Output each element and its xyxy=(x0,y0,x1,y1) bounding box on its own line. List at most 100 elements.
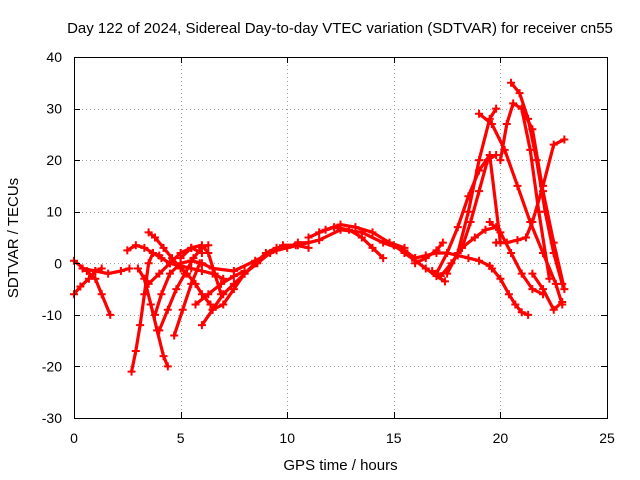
data-point xyxy=(104,269,113,278)
data-point xyxy=(219,300,228,309)
data-point xyxy=(330,223,339,232)
data-series-arc-l xyxy=(170,259,204,340)
y-tick-label: -10 xyxy=(42,307,62,323)
y-tick-label: 40 xyxy=(46,49,62,65)
data-point xyxy=(453,248,462,257)
data-point xyxy=(517,104,526,113)
data-point xyxy=(84,274,93,283)
data-point xyxy=(560,135,569,144)
y-tick-label: 10 xyxy=(46,204,62,220)
data-point xyxy=(507,78,516,87)
series-line xyxy=(530,272,564,312)
plot-frame xyxy=(74,57,608,419)
data-point xyxy=(496,274,505,283)
data-point xyxy=(116,267,125,276)
data-point xyxy=(197,321,206,330)
data-point xyxy=(428,267,437,276)
data-series-arc-w xyxy=(411,238,447,268)
data-point xyxy=(261,248,270,257)
data-point xyxy=(197,267,206,276)
data-point xyxy=(293,238,302,247)
data-point xyxy=(229,285,238,294)
data-point xyxy=(485,218,494,227)
data-point xyxy=(283,243,292,252)
data-point xyxy=(502,120,511,129)
data-point xyxy=(504,290,513,299)
data-series-arc-z xyxy=(443,104,501,278)
data-point xyxy=(521,233,530,242)
data-point xyxy=(315,228,324,237)
data-point xyxy=(165,259,174,268)
data-point xyxy=(436,272,445,281)
data-point xyxy=(558,297,567,306)
data-point xyxy=(528,285,537,294)
data-point xyxy=(148,248,157,257)
data-point xyxy=(458,243,467,252)
data-point xyxy=(140,243,149,252)
data-series-arc-p xyxy=(208,225,420,276)
data-point xyxy=(144,279,153,288)
data-point xyxy=(539,285,548,294)
data-point xyxy=(197,241,206,250)
data-point xyxy=(466,218,475,227)
data-point xyxy=(151,233,160,242)
data-point xyxy=(475,109,484,118)
data-point xyxy=(176,254,185,263)
data-point xyxy=(492,238,501,247)
data-point xyxy=(165,269,174,278)
data-point xyxy=(464,254,473,263)
data-point xyxy=(204,290,213,299)
data-point xyxy=(475,187,484,196)
data-point xyxy=(453,223,462,232)
x-tick-label: 10 xyxy=(279,430,295,446)
x-tick-label: 20 xyxy=(493,430,509,446)
data-point xyxy=(155,269,164,278)
data-series-arc-k xyxy=(176,241,226,299)
data-point xyxy=(492,104,501,113)
data-point xyxy=(136,321,145,330)
data-point xyxy=(159,243,168,252)
data-point xyxy=(131,346,140,355)
data-point xyxy=(440,277,449,286)
data-series-arc-aa xyxy=(458,150,501,252)
data-point xyxy=(206,300,215,309)
data-point xyxy=(195,259,204,268)
data-point xyxy=(496,228,505,237)
series-line xyxy=(413,241,445,265)
data-point xyxy=(219,290,228,299)
data-point xyxy=(208,264,217,273)
series-line xyxy=(445,106,498,276)
data-point xyxy=(443,248,452,257)
data-point xyxy=(511,300,520,309)
data-point xyxy=(163,362,172,371)
data-point xyxy=(496,156,505,165)
data-point xyxy=(470,233,479,242)
data-point xyxy=(272,243,281,252)
data-point xyxy=(385,238,394,247)
data-point xyxy=(187,279,196,288)
y-axis-title: SDTVAR / TECUs xyxy=(5,178,22,298)
data-point xyxy=(240,269,249,278)
data-series-arc-ai xyxy=(528,269,567,314)
data-point xyxy=(210,269,219,278)
data-point xyxy=(133,264,142,273)
data-point xyxy=(157,290,166,299)
data-point xyxy=(528,125,537,134)
data-point xyxy=(189,254,198,263)
data-point xyxy=(432,246,441,255)
data-point xyxy=(475,156,484,165)
data-series-arc-ac xyxy=(485,218,548,299)
data-point xyxy=(400,248,409,257)
data-point xyxy=(172,285,181,294)
y-tick-label: 20 xyxy=(46,152,62,168)
data-point xyxy=(421,264,430,273)
data-point xyxy=(191,300,200,309)
data-point xyxy=(539,187,548,196)
data-point xyxy=(481,225,490,234)
data-point xyxy=(528,218,537,227)
data-point xyxy=(513,236,522,245)
data-point xyxy=(517,308,526,317)
data-series-arc-y xyxy=(432,150,505,278)
data-series-arc-ae xyxy=(487,264,533,319)
